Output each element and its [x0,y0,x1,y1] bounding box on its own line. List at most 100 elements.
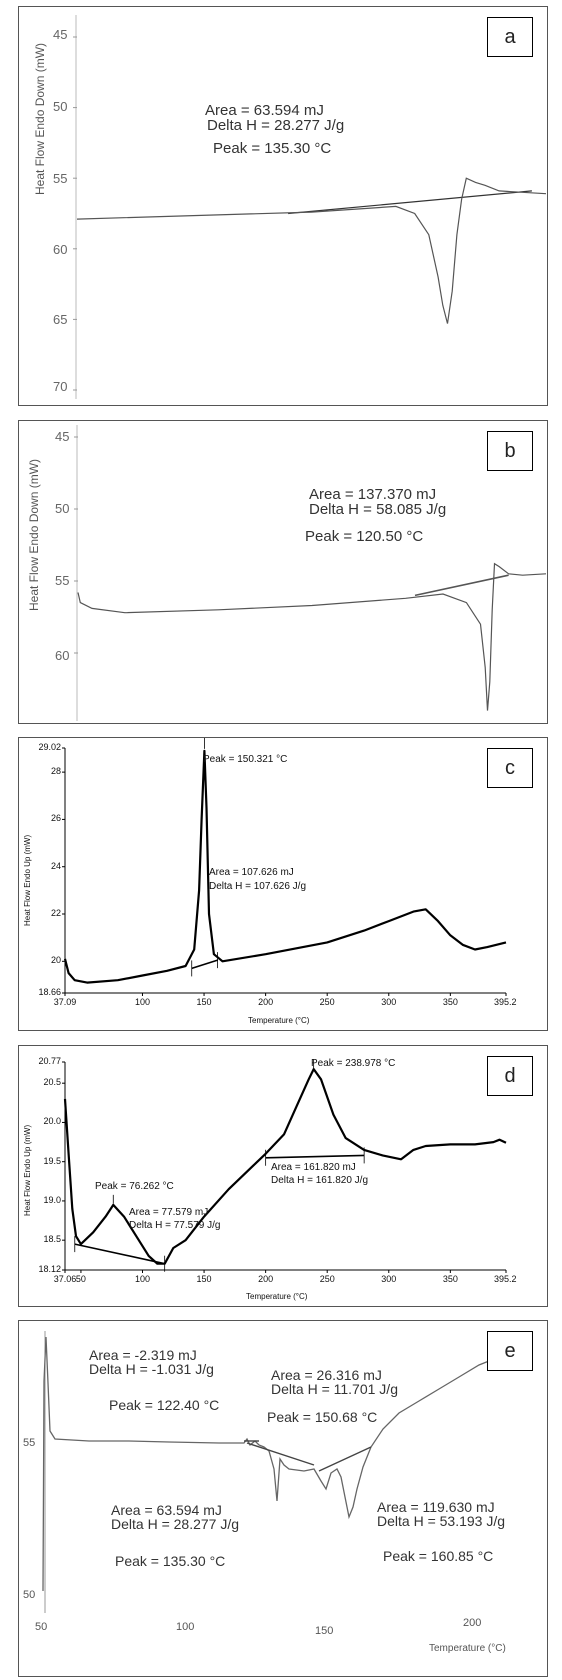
chart-a-peak-annotation: Peak = 135.30 °C [213,140,332,157]
chart-c-xtick: 37.09 [53,997,77,1007]
chart-c-ytick: 29.02 [38,742,61,752]
chart-d-xtick: 350 [442,1274,458,1284]
chart-c-xtick: 250 [319,997,335,1007]
chart-b-ytick: 55 [55,573,70,588]
chart-d-area2-annotation: Area = 161.820 mJ [271,1162,356,1173]
chart-d-xtick: 50 [75,1274,86,1284]
panel-c-label: c [487,748,533,788]
chart-e-plot [42,1331,495,1613]
chart-e-baseline [246,1442,315,1466]
chart-d-ytick: 20.5 [43,1077,61,1088]
chart-e-peak4: Peak = 160.85 °C [383,1548,494,1564]
chart-c-xtick: 395.2 [494,997,517,1007]
chart-e-peak2: Peak = 150.68 °C [267,1409,378,1425]
panel-e: 55 50 50 100 150 200 Temperature (°C) Ar… [18,1320,548,1677]
chart-d-xlabel: Temperature (°C) [246,1292,308,1301]
chart-e-xtick: 200 [463,1617,482,1629]
chart-e-area3: Area = 63.594 mJ [111,1502,222,1518]
chart-b-ytick: 45 [55,429,70,444]
chart-d-ytick: 20.77 [38,1056,61,1066]
chart-e-xtick: 100 [176,1621,195,1633]
chart-d-baseline [265,1154,365,1159]
chart-c-xtick: 200 [258,997,274,1007]
chart-d-xtick: 150 [196,1274,212,1284]
chart-a-deltah-annotation: Delta H = 28.277 J/g [207,117,345,134]
chart-c-ytick: 26 [50,813,61,824]
panel-e-label: e [487,1331,533,1371]
chart-a-area-annotation: Area = 63.594 mJ [205,102,324,119]
chart-e-xtick: 150 [315,1625,334,1637]
chart-e-area4: Area = 119.630 mJ [377,1499,495,1515]
chart-d-ytick: 19.0 [43,1194,61,1205]
chart-c-ylabel: Heat Flow Endo Up (mW) [23,834,32,926]
chart-a-ylabel: Heat Flow Endo Down (mW) [33,42,47,195]
chart-b-ytick: 60 [55,648,70,663]
panel-d-label: d [487,1056,533,1096]
chart-e-deltah3: Delta H = 28.277 J/g [111,1516,240,1532]
chart-a-ytick: 60 [53,242,68,257]
chart-d-peak2-annotation: Peak = 238.978 °C [311,1058,396,1069]
chart-e-area2: Area = 26.316 mJ [271,1367,382,1383]
chart-d-ylabel: Heat Flow Endo Up (mW) [23,1124,32,1216]
chart-a-ytick: 65 [53,312,68,327]
chart-c-plot [62,738,507,996]
chart-d-xtick: 37.06 [53,1274,77,1284]
chart-c-xlabel: Temperature (°C) [248,1016,310,1025]
chart-d-xtick: 300 [381,1274,397,1284]
chart-d-xtick: 100 [134,1274,151,1284]
chart-a-series-line [76,177,547,324]
panel-a-label: a [487,17,533,57]
chart-a-baseline [288,190,532,215]
chart-c-area-annotation: Area = 107.626 mJ [209,867,294,878]
chart-d-area1-annotation: Area = 77.579 mJ [129,1207,209,1218]
chart-b-series-line [77,562,547,711]
chart-e-deltah4: Delta H = 53.193 J/g [377,1513,506,1529]
chart-c-ytick: 28 [50,766,61,777]
chart-c-ytick: 18.66 [38,987,61,997]
chart-c-deltah-annotation: Delta H = 107.626 J/g [209,881,307,892]
chart-e-ytick: 50 [23,1589,36,1601]
chart-b-baseline [414,574,509,597]
chart-c-ytick: 20 [50,955,61,966]
chart-a-plot [73,15,547,399]
chart-e-xlabel: Temperature (°C) [429,1643,506,1654]
chart-e-xtick: 50 [35,1621,48,1633]
chart-d-xtick: 395.2 [494,1274,517,1284]
chart-b-ylabel: Heat Flow Endo Down (mW) [27,458,41,611]
chart-e-series-line [42,1336,495,1592]
chart-c-xtick: 350 [442,997,458,1007]
chart-a-ytick: 45 [53,27,68,42]
panel-d: Heat Flow Endo Up (mW) Temperature (°C) … [18,1045,548,1307]
chart-b-peak-annotation: Peak = 120.50 °C [305,528,424,545]
chart-e-ytick: 55 [23,1437,36,1449]
chart-d-ytick: 18.5 [43,1234,61,1245]
chart-a-ytick: 70 [53,379,68,394]
chart-a-ytick: 50 [53,99,68,114]
chart-c-peak-annotation: Peak = 150.321 °C [203,754,288,765]
chart-d-peak1-annotation: Peak = 76.262 °C [95,1181,174,1192]
chart-e-area1: Area = -2.319 mJ [89,1347,197,1363]
chart-d-ytick: 20.0 [43,1116,61,1127]
chart-d-plot [62,1059,507,1273]
chart-b-area-annotation: Area = 137.370 mJ [309,486,437,503]
chart-d-ytick: 19.5 [43,1155,61,1166]
chart-c-baseline [191,959,218,970]
chart-c-ytick: 24 [50,860,61,871]
chart-c-series-line [63,749,507,984]
chart-a-ytick: 55 [53,171,68,186]
panel-c: Heat Flow Endo Up (mW) Temperature (°C) … [18,737,548,1031]
chart-c-xtick: 300 [381,997,397,1007]
chart-c-ytick: 22 [50,908,61,918]
chart-d-xtick: 200 [258,1274,274,1284]
chart-d-deltah2-annotation: Delta H = 161.820 J/g [271,1175,369,1186]
chart-e-peak3: Peak = 135.30 °C [115,1553,226,1569]
chart-d-baseline [74,1243,165,1265]
chart-c-xtick: 100 [134,997,150,1007]
chart-b-ytick: 50 [55,501,70,516]
panel-a: Heat Flow Endo Down (mW) 45 50 55 60 65 … [18,6,548,406]
chart-d-ytick: 18.12 [38,1264,61,1274]
chart-d-series-line [63,1068,507,1265]
chart-d-deltah1-annotation: Delta H = 77.579 J/g [129,1220,221,1231]
chart-d-xtick: 250 [319,1274,335,1284]
panel-b-label: b [487,431,533,471]
